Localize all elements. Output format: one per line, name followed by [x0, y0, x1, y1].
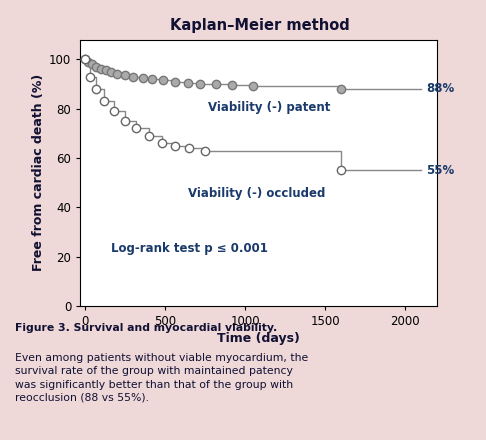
Text: Figure 3. Survival and myocardial viability.: Figure 3. Survival and myocardial viabil… [15, 323, 277, 333]
Text: Even among patients without viable myocardium, the
survival rate of the group wi: Even among patients without viable myoca… [15, 353, 308, 403]
Text: Log-rank test p ≤ 0.001: Log-rank test p ≤ 0.001 [111, 242, 267, 255]
Text: 55%: 55% [426, 164, 454, 177]
Text: Kaplan–Meier method: Kaplan–Meier method [170, 18, 350, 33]
Text: Viability (-) patent: Viability (-) patent [208, 101, 330, 114]
Text: Viability (-) occluded: Viability (-) occluded [188, 187, 325, 200]
Y-axis label: Free from cardiac death (%): Free from cardiac death (%) [32, 74, 45, 271]
Text: 88%: 88% [426, 82, 454, 95]
X-axis label: Time (days): Time (days) [217, 332, 300, 345]
